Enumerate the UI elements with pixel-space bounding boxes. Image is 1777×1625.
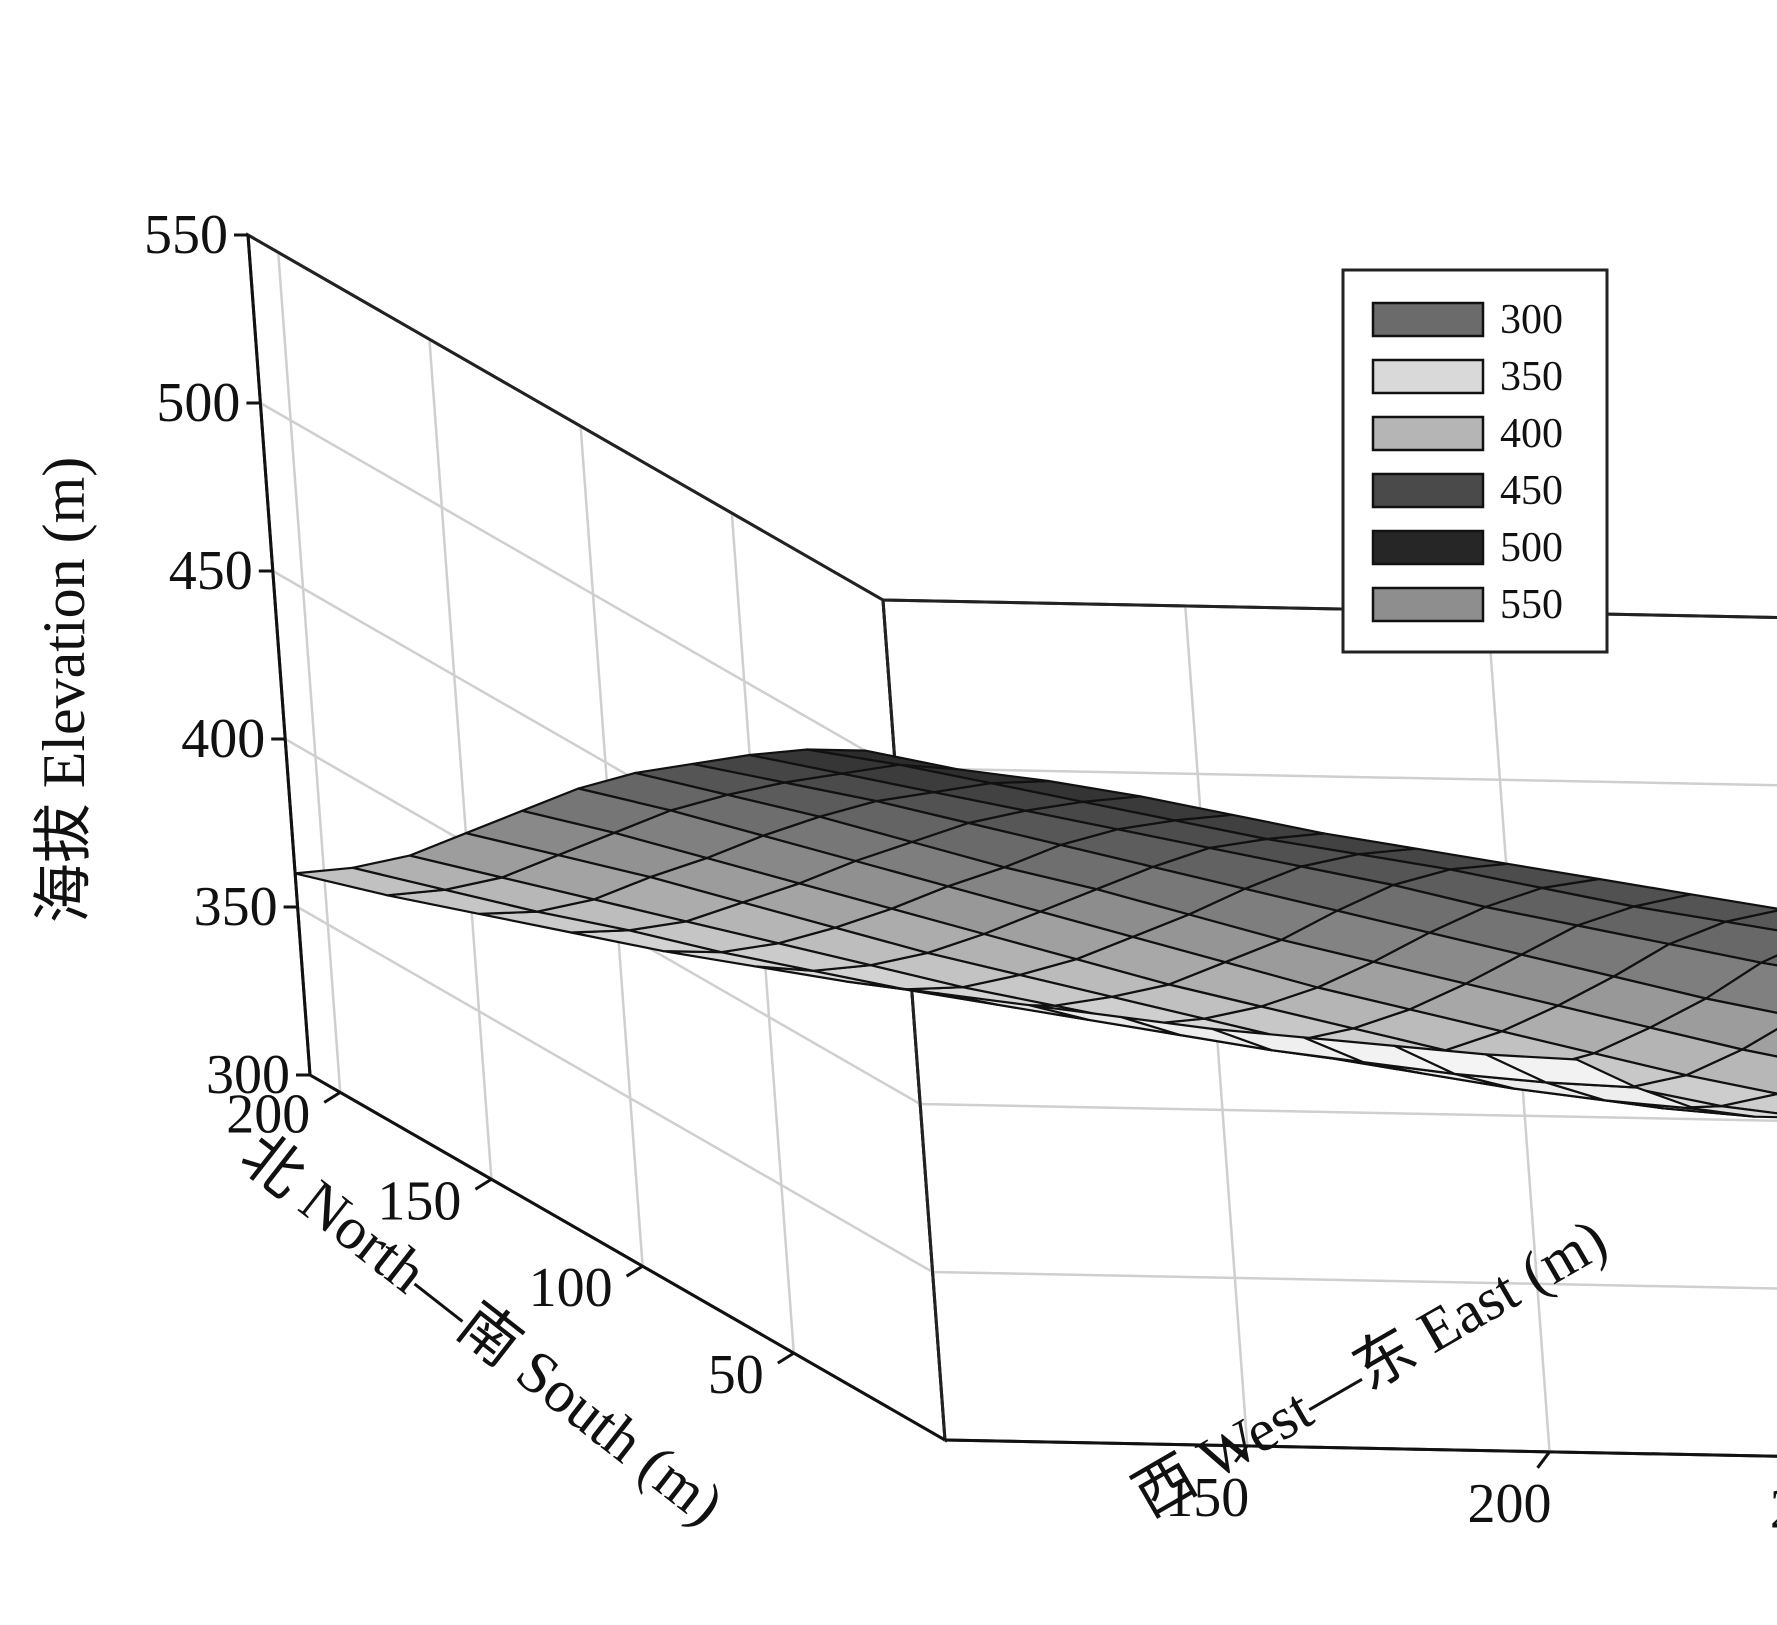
legend-label: 300 [1500, 297, 1563, 343]
x-tick [1234, 1445, 1249, 1463]
x-axis-line [944, 1438, 1777, 1458]
z-tick-label: 450 [169, 540, 253, 602]
legend-swatch [1371, 358, 1485, 395]
y-gridline [428, 339, 493, 1180]
z-axis-line [246, 234, 312, 1076]
y-tick [474, 1178, 493, 1191]
y-tick [777, 1351, 795, 1365]
y-gridline [276, 252, 342, 1093]
legend: 300 350 400 450 500 550 [1341, 268, 1609, 654]
x-tick-label: 150 [1165, 1467, 1249, 1529]
legend-label: 450 [1500, 468, 1563, 514]
y-tick [625, 1264, 644, 1278]
legend-swatch [1371, 301, 1485, 338]
z-tick-label: 500 [156, 372, 240, 434]
legend-label: 500 [1500, 525, 1563, 571]
surface-mesh [294, 748, 1777, 1119]
legend-swatch [1371, 415, 1485, 452]
legend-label: 350 [1500, 354, 1563, 400]
y-axis-line [309, 1073, 946, 1442]
y-tick-label: 50 [708, 1344, 764, 1406]
axes: 300 350 400 450 500 550 200 150 100 50 150 200 250 30… [144, 204, 1777, 1541]
y-tick-label: 100 [529, 1257, 613, 1319]
x-tick-label: 200 [1468, 1473, 1552, 1535]
z-axis-title: 海拔 Elevation (m) [31, 457, 97, 924]
legend-swatch [1371, 472, 1485, 509]
y-tick-label: 150 [377, 1170, 461, 1232]
wall-corner-edge [881, 599, 947, 1441]
legend-label: 400 [1500, 411, 1563, 457]
legend-swatch [1371, 529, 1485, 566]
z-tick-label: 350 [194, 876, 278, 938]
z-tick-label: 300 [206, 1044, 290, 1106]
x-tick-label: 250 [1770, 1479, 1777, 1541]
z-tick-label: 400 [181, 708, 265, 770]
y-tick [323, 1091, 342, 1104]
legend-label: 550 [1500, 582, 1563, 628]
x-tick [1536, 1450, 1551, 1469]
y-tick-label: 200 [226, 1083, 310, 1145]
legend-swatch [1371, 586, 1485, 623]
surface-cell [294, 866, 446, 897]
z-tick-label: 550 [144, 204, 228, 266]
